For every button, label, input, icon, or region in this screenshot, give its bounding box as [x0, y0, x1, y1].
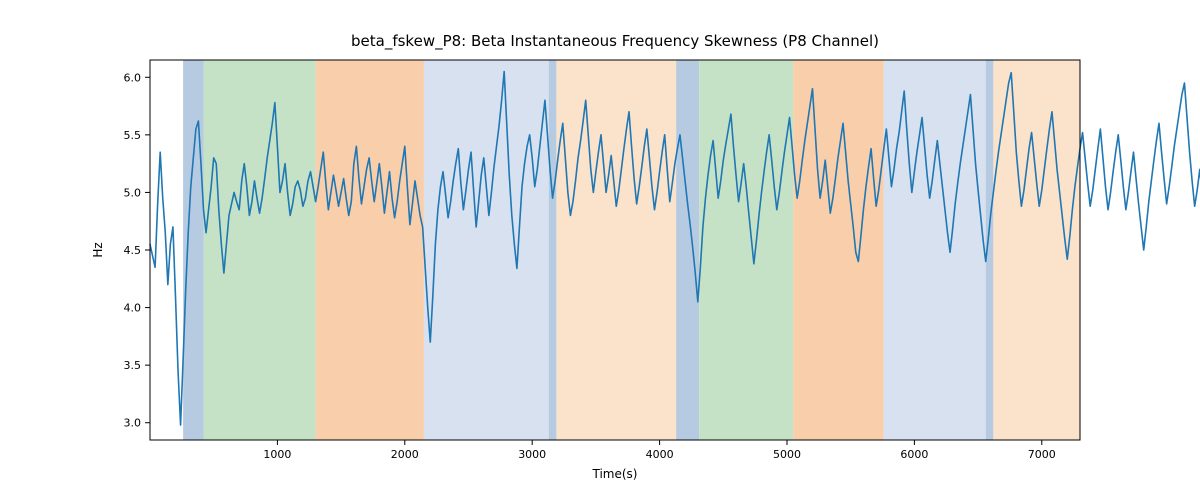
svg-text:5.0: 5.0 [124, 186, 142, 199]
svg-text:7000: 7000 [1028, 448, 1056, 461]
svg-text:3.0: 3.0 [124, 417, 142, 430]
chart-title: beta_fskew_P8: Beta Instantaneous Freque… [351, 32, 879, 51]
svg-text:4.5: 4.5 [124, 244, 142, 257]
chart-svg: 1000 2000 3000 4000 5000 6000 7000 3.0 3.5 4.0 4.… [0, 0, 1200, 500]
svg-text:3000: 3000 [518, 448, 546, 461]
svg-text:2000: 2000 [391, 448, 419, 461]
svg-text:6000: 6000 [900, 448, 928, 461]
svg-text:5.5: 5.5 [124, 129, 142, 142]
svg-text:5000: 5000 [773, 448, 801, 461]
y-axis-label: Hz [91, 242, 105, 257]
figure: 1000 2000 3000 4000 5000 6000 7000 3.0 3.5 4.0 4.… [0, 0, 1200, 500]
svg-text:4000: 4000 [646, 448, 674, 461]
svg-text:1000: 1000 [263, 448, 291, 461]
svg-text:6.0: 6.0 [124, 71, 142, 84]
background-regions [183, 60, 1080, 440]
svg-text:4.0: 4.0 [124, 302, 142, 315]
x-axis-label: Time(s) [592, 467, 638, 481]
svg-text:3.5: 3.5 [124, 359, 142, 372]
